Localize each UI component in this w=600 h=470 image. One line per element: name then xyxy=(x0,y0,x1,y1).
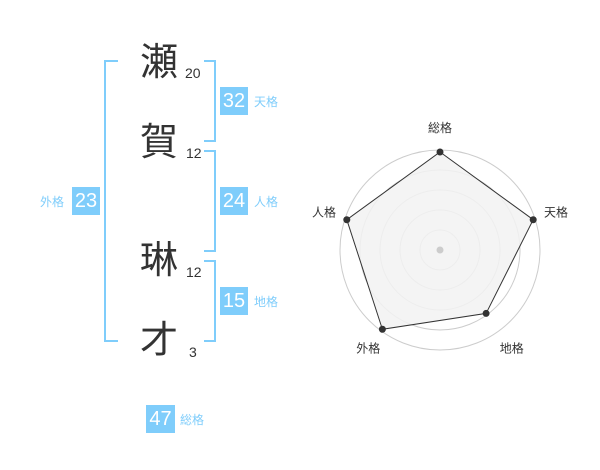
gaikaku-value: 23 xyxy=(72,187,100,215)
radar-point xyxy=(436,148,444,156)
jinkaku-label: 人格 xyxy=(254,195,279,209)
gaikaku-bracket xyxy=(104,60,118,342)
name-char-4: 才 xyxy=(140,318,179,362)
radar-center-dot xyxy=(436,246,444,254)
jinkaku-bracket xyxy=(204,150,216,252)
radar-point xyxy=(378,325,386,333)
chikaku-bracket xyxy=(204,260,216,342)
name-char-3: 琳 xyxy=(140,238,179,282)
tenkaku-label: 天格 xyxy=(254,95,279,109)
radar-point xyxy=(529,216,537,224)
name-char-1: 瀬 xyxy=(140,40,179,84)
radar-axis-label: 地格 xyxy=(500,341,524,356)
chikaku-value: 15 xyxy=(220,287,248,315)
radar-axis-label: 天格 xyxy=(544,204,568,219)
radar-polygon xyxy=(346,151,534,330)
chikaku-label: 地格 xyxy=(254,295,279,309)
stroke-count-1: 20 xyxy=(185,65,201,81)
radar-axis-label: 総格 xyxy=(428,120,452,135)
tenkaku-value: 32 xyxy=(220,87,248,115)
tenkaku-bracket xyxy=(204,60,216,142)
radar-axis-label: 人格 xyxy=(312,204,336,219)
radar-axis-label: 外格 xyxy=(356,341,380,356)
soukaku-label: 総格 xyxy=(180,413,205,427)
radar-point xyxy=(343,216,351,224)
stroke-count-4: 3 xyxy=(189,344,197,360)
soukaku-value: 47 xyxy=(146,405,175,433)
radar-point xyxy=(482,309,490,317)
stroke-count-2: 12 xyxy=(186,145,202,161)
jinkaku-value: 24 xyxy=(220,187,248,215)
name-char-2: 賀 xyxy=(140,120,179,164)
stroke-count-3: 12 xyxy=(186,264,202,280)
gaikaku-label: 外格 xyxy=(40,195,65,209)
